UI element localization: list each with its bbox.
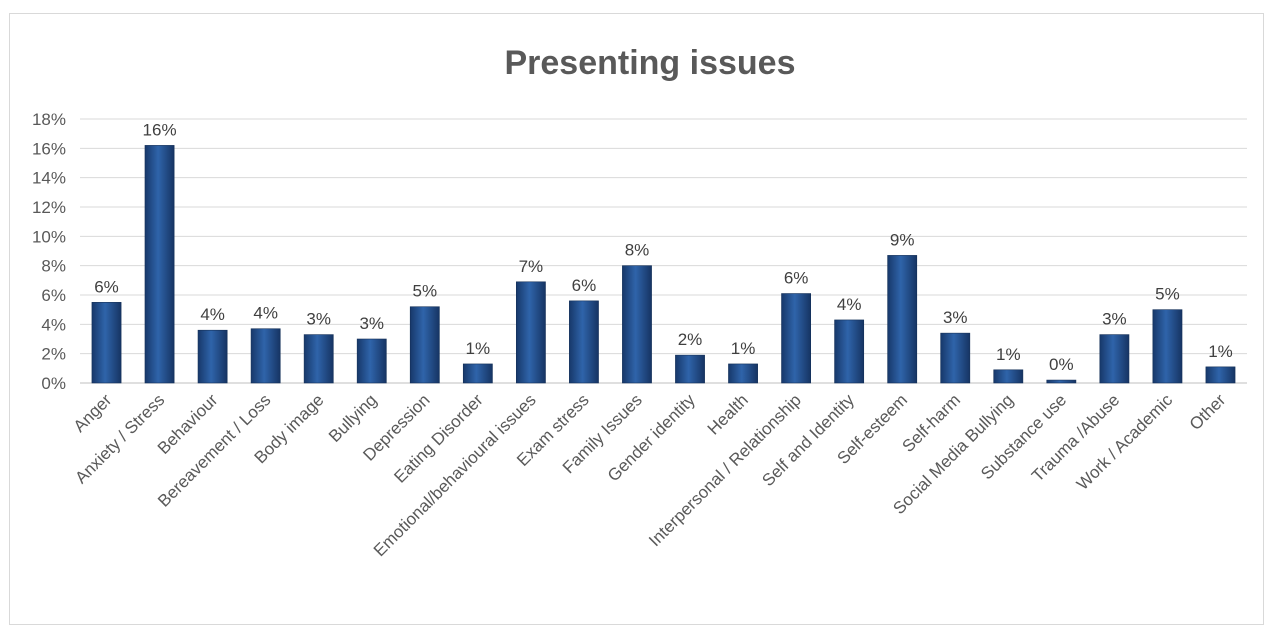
bar-anger	[91, 302, 122, 384]
data-label: 3%	[306, 310, 331, 329]
data-label: 9%	[890, 230, 915, 249]
y-tick-label: 2%	[41, 345, 66, 364]
y-tick-label: 4%	[41, 315, 66, 334]
data-label: 6%	[784, 269, 809, 288]
bar-depression	[409, 306, 440, 384]
data-label: 0%	[1049, 355, 1074, 374]
data-label: 1%	[466, 339, 491, 358]
bar-emotional-behavioural-issues	[515, 281, 546, 384]
bar-health	[728, 363, 758, 384]
y-axis-ticks: 0% 2% 4% 6% 8% 10% 12% 14% 16% 18%	[32, 110, 66, 393]
y-tick-label: 14%	[32, 169, 66, 188]
bar-family-issues	[622, 265, 652, 384]
data-label: 4%	[837, 295, 862, 314]
y-tick-label: 18%	[32, 110, 66, 129]
bar-eating-disorder	[462, 363, 493, 384]
data-label: 4%	[253, 304, 278, 323]
data-label: 4%	[200, 305, 225, 324]
data-label: 8%	[625, 241, 650, 260]
bar-other	[1205, 366, 1236, 384]
bar-self-and-identity	[834, 319, 865, 384]
x-category-label: Anger	[70, 390, 116, 436]
bar-bereavement-loss	[250, 328, 281, 384]
data-label: 7%	[519, 257, 544, 276]
y-tick-label: 10%	[32, 227, 66, 246]
x-category-label: Health	[704, 390, 752, 438]
bar-interpersonal-relationship	[781, 293, 812, 384]
bar-exam-stress	[569, 300, 599, 384]
data-label: 1%	[731, 339, 756, 358]
bar-self-esteem	[887, 255, 918, 384]
data-label: 5%	[1155, 285, 1180, 304]
bar-bullying	[356, 338, 387, 384]
bar-trauma-abuse	[1099, 334, 1130, 384]
y-tick-label: 6%	[41, 286, 66, 305]
bar-self-harm	[940, 332, 971, 384]
data-label: 6%	[94, 277, 119, 296]
chart-title: Presenting issues	[504, 44, 795, 82]
data-label: 3%	[1102, 310, 1127, 329]
y-tick-label: 8%	[41, 257, 66, 276]
bar-anxiety-stress	[144, 145, 175, 384]
x-category-label: Other	[1186, 390, 1230, 434]
bar-work-academic	[1152, 309, 1183, 384]
data-label: 1%	[1208, 342, 1233, 361]
chart-frame: Presenting issues 0% 2% 4% 6% 8% 10% 12% 14% 16%…	[9, 13, 1264, 625]
bar-chart: Presenting issues 0% 2% 4% 6% 8% 10% 12% 14% 16%…	[32, 44, 1247, 560]
data-label: 2%	[678, 330, 703, 349]
data-label: 16%	[143, 120, 177, 139]
bar-behaviour	[197, 329, 228, 384]
bar-social-media-bullying	[993, 369, 1024, 384]
bars	[91, 145, 1236, 384]
data-label: 5%	[413, 282, 438, 301]
y-tick-label: 0%	[41, 374, 66, 393]
bar-gender-identity	[675, 354, 705, 384]
x-category-label: Work / Academic	[1073, 390, 1177, 494]
x-category-label: Self and Identity	[758, 390, 858, 490]
data-label: 6%	[572, 276, 597, 295]
bar-substance-use	[1046, 379, 1077, 384]
data-label: 3%	[359, 314, 384, 333]
data-label: 1%	[996, 345, 1021, 364]
y-tick-label: 12%	[32, 198, 66, 217]
y-tick-label: 16%	[32, 139, 66, 158]
data-labels: 6% 16% 4% 4% 3% 3% 5% 1% 7% 6% 8% 2% 1% 6% 4% 9% 3% 1% 0% 3…	[94, 120, 1233, 374]
bar-body-image	[303, 334, 334, 384]
data-label: 3%	[943, 308, 968, 327]
